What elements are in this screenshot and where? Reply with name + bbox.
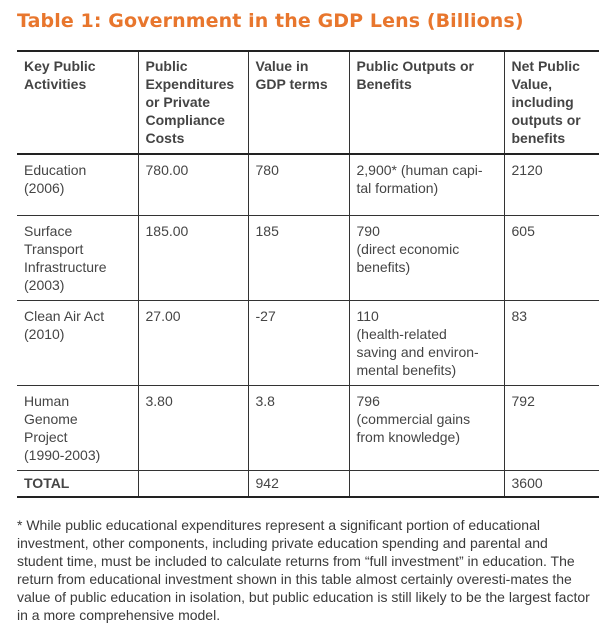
outputs-cell: 796 (commercial gains from knowledge) bbox=[348, 384, 505, 471]
total-label: TOTAL bbox=[17, 469, 139, 498]
footnote: * While public educational expenditures … bbox=[17, 517, 590, 623]
total-gdp-value: 942 bbox=[247, 469, 350, 498]
gdp-table: Key Public Activities Public Expenditure… bbox=[17, 50, 599, 498]
table-row: Human Genome Project (1990-2003) 3.80 3.… bbox=[17, 384, 599, 471]
header-key-public-activities: Key Public Activities bbox=[17, 50, 139, 155]
table-row: Surface Transport Infrastructure (2003) … bbox=[17, 214, 599, 301]
total-outputs-cell bbox=[348, 469, 505, 498]
header-net-public-value: Net Public Value, including outputs or b… bbox=[503, 50, 599, 155]
net-value-cell: 83 bbox=[503, 299, 599, 386]
net-value-cell: 2120 bbox=[503, 153, 599, 216]
gdp-value-cell: 185 bbox=[247, 214, 350, 301]
header-row: Key Public Activities Public Expenditure… bbox=[17, 50, 599, 155]
expenditure-cell: 780.00 bbox=[137, 153, 249, 216]
activity-cell: Education (2006) bbox=[17, 153, 139, 216]
outputs-cell: 110 (health-related saving and environ- … bbox=[348, 299, 505, 386]
outputs-cell: 790 (direct economic benefits) bbox=[348, 214, 505, 301]
table-title: Table 1: Government in the GDP Lens (Bil… bbox=[17, 10, 524, 32]
header-public-expenditures: Public Expenditures or Private Complianc… bbox=[137, 50, 249, 155]
net-value-cell: 605 bbox=[503, 214, 599, 301]
activity-cell: Clean Air Act (2010) bbox=[17, 299, 139, 386]
gdp-value-cell: -27 bbox=[247, 299, 350, 386]
header-value-in-gdp: Value in GDP terms bbox=[247, 50, 350, 155]
net-value-cell: 792 bbox=[503, 384, 599, 471]
expenditure-cell: 3.80 bbox=[137, 384, 249, 471]
outputs-cell: 2,900* (human capi- tal formation) bbox=[348, 153, 505, 216]
table-row: Clean Air Act (2010) 27.00 -27 110 (heal… bbox=[17, 299, 599, 386]
expenditure-cell: 27.00 bbox=[137, 299, 249, 386]
expenditure-cell: 185.00 bbox=[137, 214, 249, 301]
total-expenditure-cell bbox=[137, 469, 249, 498]
header-public-outputs: Public Outputs or Benefits bbox=[348, 50, 505, 155]
table-row: Education (2006) 780.00 780 2,900* (huma… bbox=[17, 153, 599, 216]
activity-cell: Surface Transport Infrastructure (2003) bbox=[17, 214, 139, 301]
gdp-value-cell: 3.8 bbox=[247, 384, 350, 471]
total-net-value: 3600 bbox=[503, 469, 599, 498]
gdp-value-cell: 780 bbox=[247, 153, 350, 216]
total-row: TOTAL 942 3600 bbox=[17, 469, 599, 498]
activity-cell: Human Genome Project (1990-2003) bbox=[17, 384, 139, 471]
